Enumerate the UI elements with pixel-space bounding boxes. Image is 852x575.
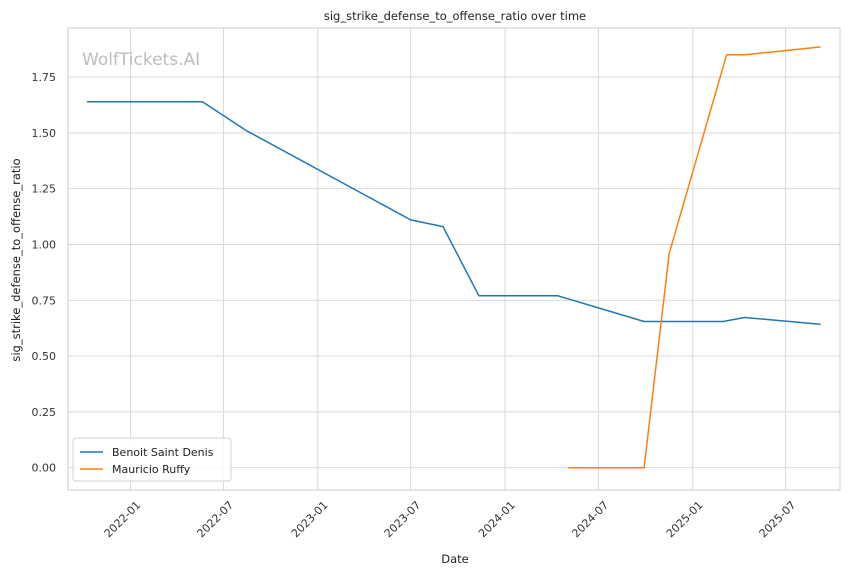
x-axis-label: Date [441,552,469,566]
legend-label-benoit-saint-denis: Benoit Saint Denis [112,446,214,459]
legend-label-mauricio-ruffy: Mauricio Ruffy [112,463,191,476]
y-axis-ticks: 0.00 0.25 0.50 0.75 1.00 1.25 1.50 1.75 [32,71,57,475]
legend-box [72,437,232,482]
grid-lines [68,28,840,490]
y-tick-label: 0.75 [32,294,57,307]
y-tick-label: 0.50 [32,350,57,363]
y-tick-label: 1.25 [32,183,57,196]
y-axis-label: sig_strike_defense_to_offense_ratio [9,158,23,361]
series-line-benoit-saint-denis [86,100,821,325]
y-tick-label: 1.00 [32,238,57,251]
legend: Benoit Saint Denis Mauricio Ruffy [72,437,232,482]
watermark-text: WolfTickets.AI [82,50,200,70]
y-tick-label: 0.00 [32,462,57,475]
y-tick-label: 0.25 [32,406,57,419]
y-tick-label: 1.75 [32,71,57,84]
y-tick-label: 1.50 [32,127,57,140]
chart-title: sig_strike_defense_to_offense_ratio over… [324,9,586,23]
series-lines [86,46,821,469]
plot-area-frame [67,27,841,491]
series-line-mauricio-ruffy [567,46,821,469]
